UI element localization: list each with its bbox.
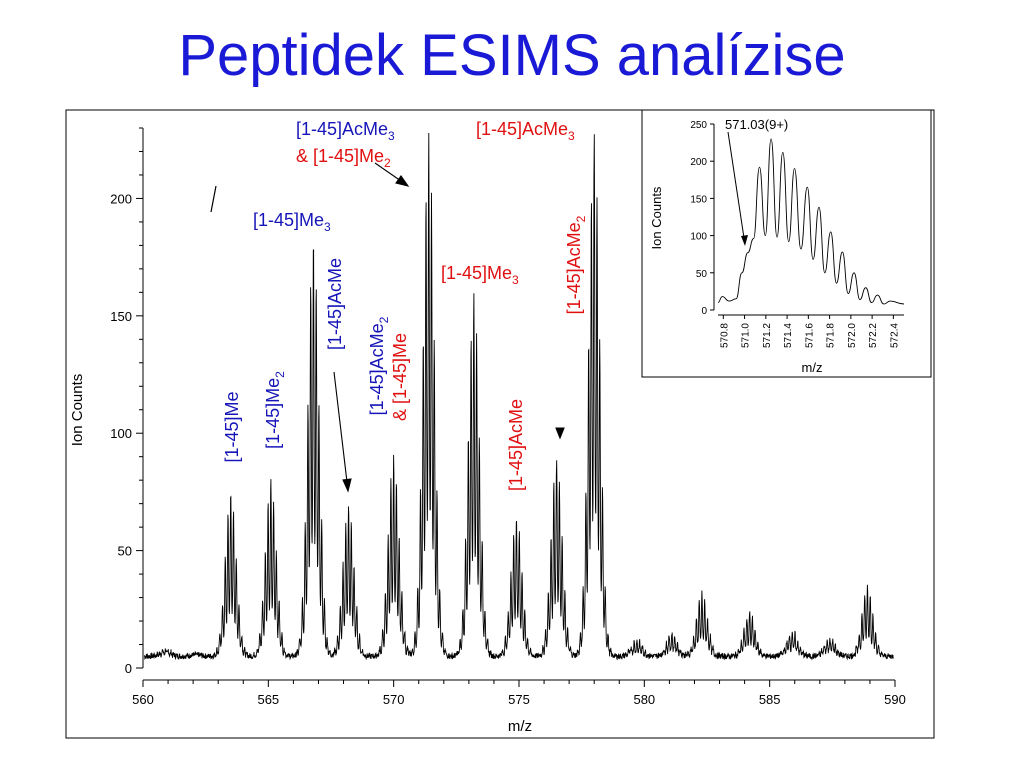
inset-x-tick-label: 571.2 <box>762 323 773 348</box>
label-acme-2-red-sub: 2 <box>574 215 588 222</box>
inset-arrow-line <box>727 131 745 239</box>
inset-y-axis-title: Ion Counts <box>649 186 664 249</box>
inset-x-tick-label: 572.0 <box>847 323 858 348</box>
inset-annotation: 571.03(9+) <box>725 117 788 132</box>
inset-x-axis-title: m/z <box>802 360 823 375</box>
label-acme-2-blue: [1-45]AcMe2 <box>367 316 391 415</box>
inset-y-tick-label: 200 <box>690 157 707 168</box>
label-me-3-blue-text: [1-45]Me <box>253 210 324 230</box>
main-y-axis-title: Ion Counts <box>69 374 86 447</box>
label-me-3-red-sub: 3 <box>512 273 519 287</box>
main-x-tick-label: 580 <box>633 692 655 707</box>
label-me-1: [1-45]Me <box>222 391 242 462</box>
arrow-acme3-head <box>395 175 410 187</box>
inset-x-tick-label: 571.4 <box>783 323 794 348</box>
label-acme-2-blue-text: [1-45]AcMe <box>367 323 387 415</box>
label-acme-1-red: [1-45]AcMe <box>506 399 526 491</box>
annotation-arrows <box>333 162 565 493</box>
main-x-tick-label: 570 <box>383 692 405 707</box>
main-x-tick-label: 560 <box>132 692 154 707</box>
label-acme-2-red: [1-45]AcMe2 <box>564 215 588 314</box>
label-and-me-2-red: & [1-45]Me2 <box>296 146 391 170</box>
label-me-2-text: [1-45]Me <box>263 378 283 449</box>
inset-y-tick-label: 50 <box>696 269 708 280</box>
main-x-tick-label: 585 <box>759 692 781 707</box>
main-y-tick-label: 50 <box>118 544 132 559</box>
main-y-tick-label: 100 <box>110 426 132 441</box>
stray-mark <box>210 185 217 213</box>
main-x-axis-title: m/z <box>508 718 532 735</box>
label-me-3-blue-sub: 3 <box>324 220 331 234</box>
main-y-tick-label: 0 <box>125 661 132 676</box>
arrow-acme-line <box>333 371 348 483</box>
inset-x-tick-label: 571.0 <box>741 323 752 348</box>
label-me-3-red-text: [1-45]Me <box>441 263 512 283</box>
main-chart-frame <box>65 109 935 739</box>
arrow-acme-head <box>342 478 352 493</box>
label-acme-2-blue-sub: 2 <box>377 316 391 323</box>
inset-spectrum-trace <box>717 138 905 305</box>
label-me-3-blue: [1-45]Me3 <box>253 210 331 234</box>
label-acme-3-red-sub: 3 <box>568 129 575 143</box>
label-acme-3-red: [1-45]AcMe3 <box>476 119 575 143</box>
label-acme-2-red-text: [1-45]AcMe <box>564 222 584 314</box>
label-and-me-2-red-text: & [1-45]Me <box>296 146 384 166</box>
slide-title: Peptidek ESIMS analízise <box>178 23 846 88</box>
arrow-acme3-line <box>374 162 402 182</box>
label-me-2-sub: 2 <box>273 371 287 378</box>
label-and-me-red: & [1-45]Me <box>390 333 410 421</box>
main-spectrum-trace <box>143 132 894 661</box>
inset-y-tick-label: 0 <box>701 306 707 317</box>
inset-x-tick-label: 572.2 <box>868 323 879 348</box>
main-y-tick-label: 200 <box>110 191 132 206</box>
main-x-tick-label: 590 <box>884 692 906 707</box>
inset-y-tick-label: 100 <box>690 232 707 243</box>
inset-x-tick-label: 570.8 <box>719 323 730 348</box>
label-me-3-red: [1-45]Me3 <box>441 263 519 287</box>
main-y-tick-label: 150 <box>110 309 132 324</box>
main-x-tick-label: 575 <box>508 692 530 707</box>
label-acme-3-blue-text: [1-45]AcMe <box>296 119 388 139</box>
label-me-1-text: [1-45]Me <box>222 391 242 462</box>
inset-frame <box>641 109 932 378</box>
label-me-2: [1-45]Me2 <box>263 371 287 449</box>
inset-y-tick-label: 150 <box>690 194 707 205</box>
inset-x-tick-label: 572.4 <box>889 323 900 348</box>
inset-x-tick-label: 571.6 <box>804 323 815 348</box>
main-x-tick-label: 565 <box>257 692 279 707</box>
label-acme-1-red-text: [1-45]AcMe <box>506 399 526 491</box>
label-acme-3-blue: [1-45]AcMe3 <box>296 119 395 143</box>
label-acme-1-blue: [1-45]AcMe <box>325 258 345 350</box>
label-acme-3-red-text: [1-45]AcMe <box>476 119 568 139</box>
inset-y-tick-label: 250 <box>690 120 707 131</box>
label-and-me-2-red-sub: 2 <box>384 156 391 170</box>
label-acme-3-blue-sub: 3 <box>388 129 395 143</box>
inset-arrow-head <box>741 235 748 246</box>
label-acme-1-blue-text: [1-45]AcMe <box>325 258 345 350</box>
inset-x-tick-label: 571.8 <box>826 323 837 348</box>
arrow-small-head <box>555 427 565 440</box>
label-and-me-red-text: & [1-45]Me <box>390 333 410 421</box>
